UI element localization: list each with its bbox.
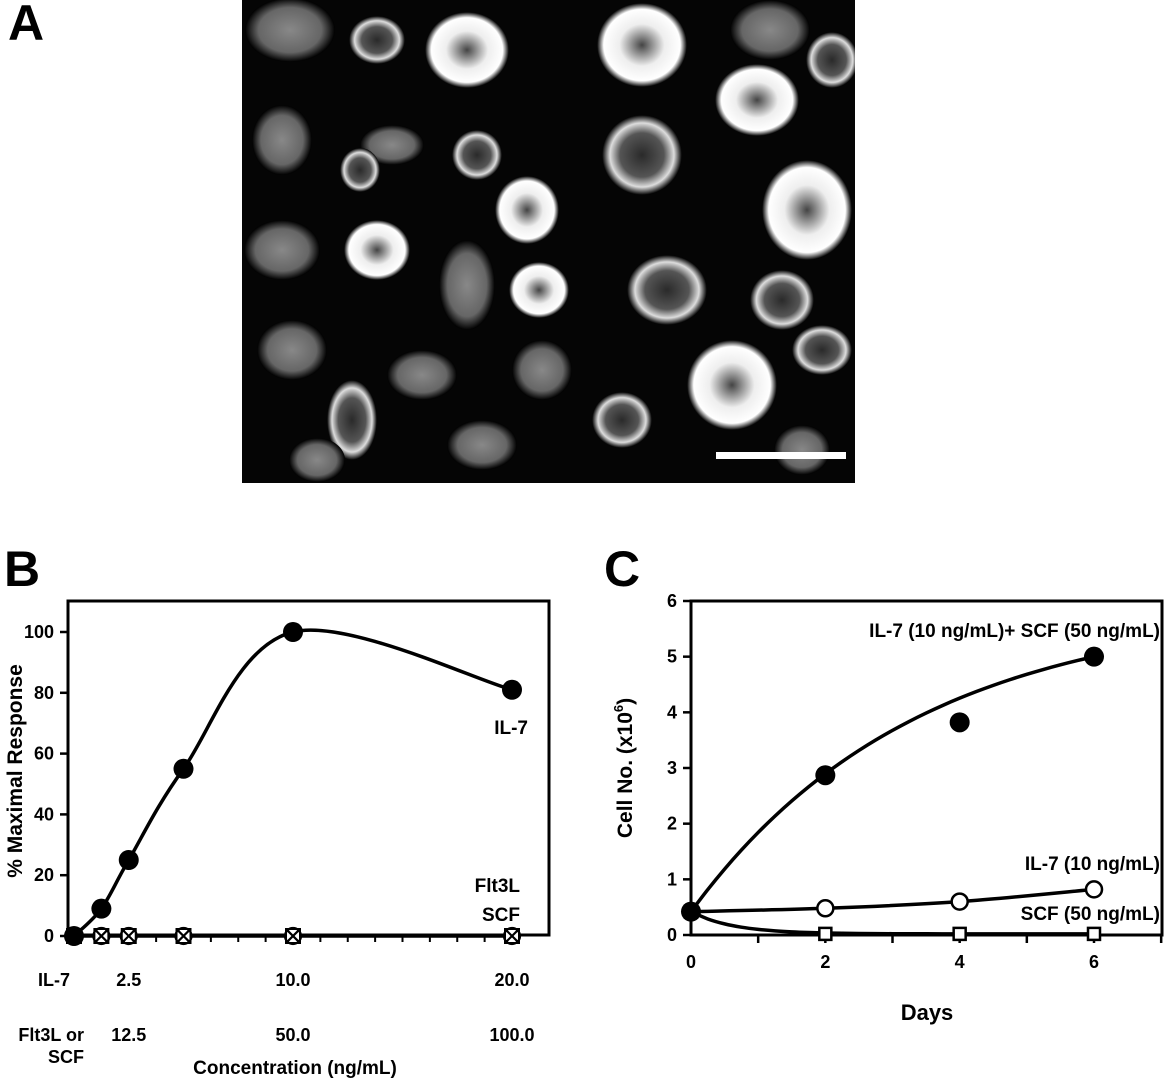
chart-b-series-label-il7: IL-7 <box>494 718 528 739</box>
chart-c: 0 1 2 3 4 5 6 0 2 4 6 IL-7 (10 ng/mL)+ SCF (50 ng… <box>611 591 1164 1025</box>
chart-c-point-scf <box>952 926 967 942</box>
chart-c-point-scf <box>1086 926 1102 942</box>
chart-b-point-scf <box>175 928 192 944</box>
chart-b-x-tick-label: 12.5 <box>111 1025 146 1045</box>
chart-b-point-scf <box>120 928 137 944</box>
chart-c-y-tick-label: 3 <box>667 758 677 778</box>
chart-c-point-il7 <box>950 892 969 911</box>
chart-b-y-tick-label: 20 <box>34 865 54 885</box>
chart-c-point-combo <box>1084 646 1104 667</box>
chart-b-series-label-flt3l: Flt3L <box>475 876 521 897</box>
chart-b-point-il7 <box>173 758 194 779</box>
chart-b-y-tick-label: 60 <box>34 744 54 764</box>
chart-b-x-tick-label: 100.0 <box>489 1025 534 1045</box>
chart-c-y-tick-label: 2 <box>667 814 677 834</box>
chart-b-y-tick-label: 80 <box>34 683 54 703</box>
chart-b-series-label-scf: SCF <box>482 905 520 926</box>
chart-c-x-tick-label: 2 <box>820 952 830 972</box>
chart-c-point-combo <box>815 765 836 786</box>
chart-c-x-tick-label: 0 <box>686 952 696 972</box>
panel-label-c: C <box>604 541 640 597</box>
chart-b-x-row-label-il7: IL-7 <box>38 970 70 990</box>
micrograph-drawing <box>242 0 855 483</box>
chart-c-series-label-combo: IL-7 (10 ng/mL)+ SCF (50 ng/mL) <box>869 621 1160 642</box>
chart-b-point-scf <box>504 928 520 944</box>
scale-bar <box>716 452 846 459</box>
chart-c-line-combo <box>689 654 1095 913</box>
chart-b-x-ticks: 2.5 10.0 20.0 12.5 50.0 100.0 <box>73 935 535 1045</box>
panel-label-a: A <box>8 0 44 51</box>
chart-b-point-il7 <box>283 622 303 642</box>
chart-b-y-tick-label: 40 <box>34 804 54 824</box>
chart-b-y-tick-label: 100 <box>24 622 54 642</box>
chart-c-series-label-il7: IL-7 (10 ng/mL) <box>1025 854 1160 875</box>
chart-b-y-tick-label: 0 <box>44 926 54 946</box>
chart-c-point-scf <box>818 926 833 942</box>
chart-c-y-ticks: 0 1 2 3 4 5 6 <box>667 591 691 945</box>
chart-c-points <box>681 646 1104 942</box>
chart-b-y-ticks: 0 20 40 60 80 100 <box>24 622 68 946</box>
chart-b-x-tick-label: 20.0 <box>494 970 529 990</box>
chart-c-x-tick-label: 6 <box>1089 952 1099 972</box>
chart-c-y-tick-label: 1 <box>667 869 677 889</box>
chart-b-x-axis-title: Concentration (ng/mL) <box>193 1058 397 1079</box>
chart-c-lines <box>689 654 1095 936</box>
chart-c-y-tick-label: 6 <box>667 591 677 611</box>
cells <box>244 0 855 482</box>
chart-c-point-combo <box>681 901 701 922</box>
chart-c-y-tick-label: 0 <box>667 925 677 945</box>
chart-b-x-row-label-flt3l: Flt3L or SCF <box>18 1025 84 1067</box>
chart-b-point-scf <box>285 928 301 944</box>
chart-b-x-tick-label: 10.0 <box>275 970 310 990</box>
chart-b-point-il7 <box>91 898 112 919</box>
chart-b: 0 20 40 60 80 100 2.5 10.0 20.0 12.5 50.0 100.0 IL… <box>4 599 551 1079</box>
chart-c-point-combo <box>949 712 970 733</box>
chart-c-line-il7 <box>690 887 1095 914</box>
panel-label-b: B <box>4 541 40 597</box>
chart-c-x-axis-title: Days <box>901 1000 954 1025</box>
chart-c-series-label-scf: SCF (50 ng/mL) <box>1021 904 1160 925</box>
chart-b-point-il7 <box>64 926 84 946</box>
chart-b-point-scf <box>93 928 110 944</box>
chart-c-x-tick-label: 4 <box>955 952 965 972</box>
chart-c-line-scf <box>690 910 1095 936</box>
chart-b-point-il7 <box>118 850 139 870</box>
chart-c-y-tick-label: 4 <box>667 702 677 722</box>
chart-b-x-tick-label: 50.0 <box>275 1025 310 1045</box>
chart-b-x-tick-label: 2.5 <box>116 970 141 990</box>
chart-b-point-il7 <box>502 679 522 700</box>
chart-c-point-il7 <box>816 899 835 918</box>
chart-c-point-il7 <box>1084 880 1104 899</box>
micrograph-image <box>242 0 855 483</box>
chart-c-y-tick-label: 5 <box>667 647 677 667</box>
chart-b-points <box>64 622 522 946</box>
chart-c-y-axis-title: Cell No. (x106) <box>611 698 637 838</box>
chart-b-line-il7 <box>72 628 513 938</box>
chart-b-y-axis-title: % Maximal Response <box>4 664 27 878</box>
chart-b-lines <box>72 628 513 938</box>
